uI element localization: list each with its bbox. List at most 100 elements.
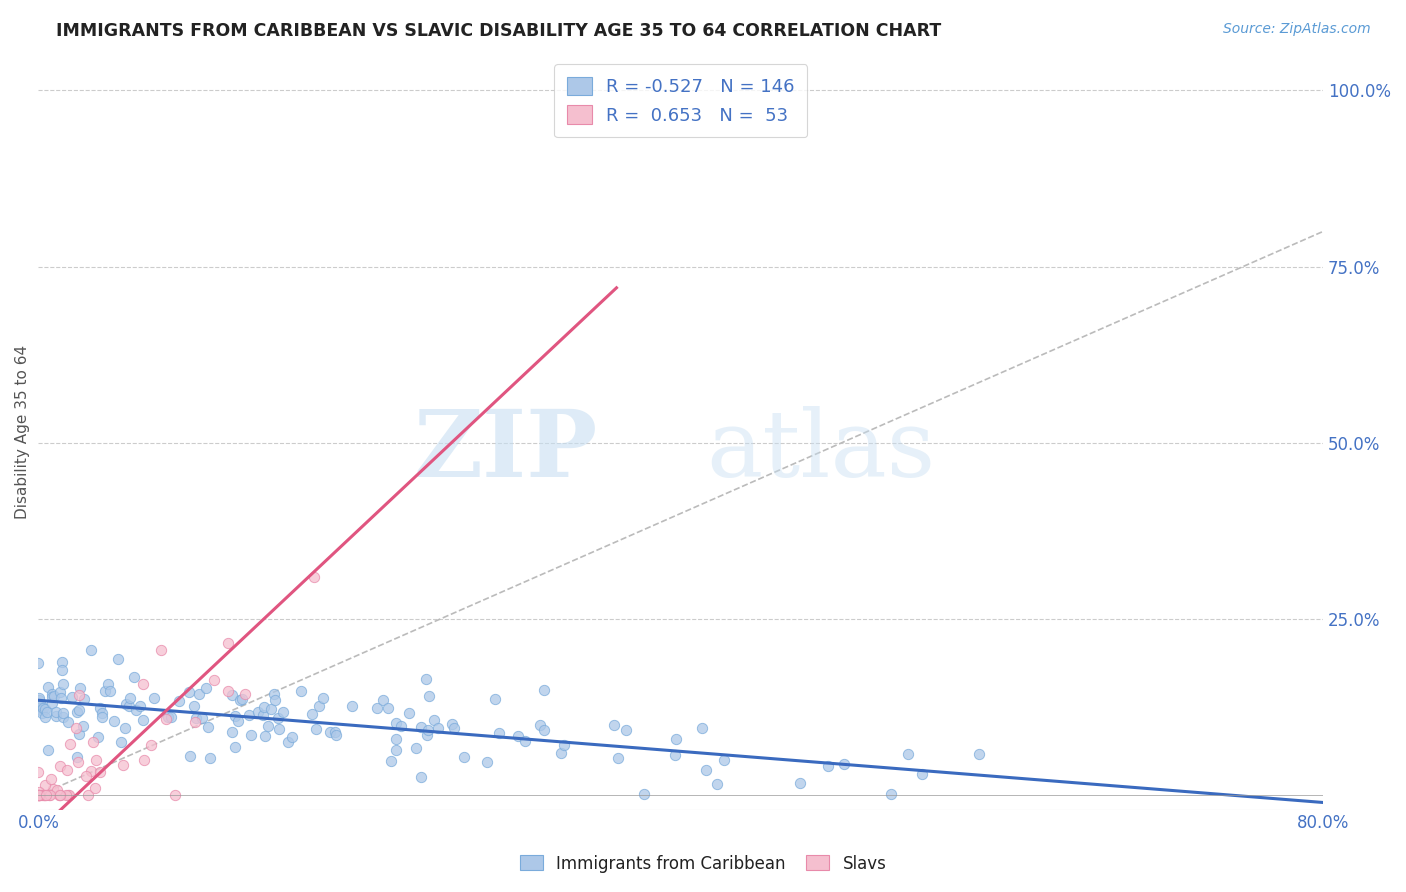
Point (312, 690, 335, 705)
Point (45, 705, 67, 719)
Point (267, 722, 290, 736)
Point (27, 788, 49, 802)
Point (325, 728, 347, 742)
Point (253, 700, 276, 714)
Point (277, 734, 299, 748)
Point (817, 759, 839, 773)
Point (238, 708, 260, 723)
Point (366, 701, 388, 715)
Point (664, 748, 686, 763)
Point (508, 730, 530, 744)
Point (380, 754, 402, 768)
Point (27, 656, 49, 670)
Point (221, 688, 243, 702)
Point (384, 716, 406, 731)
Point (186, 711, 208, 725)
Point (51, 663, 73, 677)
Point (82, 735, 104, 749)
Point (59, 737, 82, 751)
Point (224, 708, 246, 723)
Point (690, 721, 713, 735)
Point (665, 731, 688, 746)
Point (253, 729, 276, 743)
Point (202, 673, 225, 688)
Point (125, 703, 148, 717)
Point (415, 672, 437, 686)
Point (301, 707, 323, 722)
Point (789, 776, 811, 790)
Point (67, 756, 90, 770)
Point (233, 687, 256, 701)
Point (706, 777, 728, 791)
Point (389, 719, 412, 733)
Point (28, 785, 51, 799)
Point (405, 740, 427, 755)
Point (184, 714, 207, 729)
Point (290, 684, 312, 698)
Point (60, 690, 83, 705)
Point (264, 693, 287, 707)
Point (440, 717, 463, 731)
Point (39, 772, 62, 786)
Point (221, 725, 243, 739)
Legend: Immigrants from Caribbean, Slavs: Immigrants from Caribbean, Slavs (513, 848, 893, 880)
Point (55, 788, 77, 802)
Text: atlas: atlas (706, 406, 935, 496)
Point (371, 693, 394, 707)
Point (49, 684, 72, 698)
Point (247, 705, 270, 719)
Point (34, 702, 56, 716)
Point (239, 728, 262, 742)
Point (273, 705, 295, 719)
Point (217, 636, 239, 650)
Text: Source: ZipAtlas.com: Source: ZipAtlas.com (1223, 22, 1371, 37)
Point (98, 683, 121, 698)
Point (31, 788, 53, 802)
Point (84, 753, 107, 767)
Point (149, 642, 172, 657)
Point (131, 677, 153, 691)
Legend: R = -0.527   N = 146, R =  0.653   N =  53: R = -0.527 N = 146, R = 0.653 N = 53 (554, 64, 807, 137)
Point (305, 723, 328, 737)
Point (48, 788, 70, 802)
Point (226, 714, 249, 728)
Point (529, 718, 551, 732)
Point (76, 788, 98, 802)
Point (342, 699, 364, 714)
Point (30, 702, 52, 716)
Point (319, 725, 342, 739)
Point (27, 788, 49, 802)
Point (67, 702, 90, 716)
Point (56, 788, 79, 802)
Point (114, 721, 136, 735)
Point (553, 738, 575, 752)
Point (190, 711, 212, 725)
Point (30, 700, 52, 714)
Point (34, 788, 56, 802)
Point (49, 759, 72, 773)
Point (51, 655, 73, 669)
Point (160, 710, 183, 724)
Point (28, 692, 51, 706)
Point (229, 693, 252, 707)
Point (38, 788, 60, 802)
Point (97, 677, 120, 691)
Point (75, 769, 97, 783)
Point (52, 710, 75, 724)
Point (426, 721, 449, 735)
Point (52, 706, 75, 721)
Point (27, 788, 49, 802)
Point (89, 701, 111, 715)
Text: ZIP: ZIP (413, 406, 598, 496)
Point (198, 751, 221, 765)
Point (41, 696, 63, 710)
Point (112, 757, 135, 772)
Point (477, 756, 499, 770)
Y-axis label: Disability Age 35 to 64: Disability Age 35 to 64 (15, 345, 30, 519)
Point (183, 698, 205, 713)
Point (115, 697, 138, 711)
Point (323, 725, 346, 739)
Point (37, 681, 59, 695)
Point (30, 698, 52, 713)
Point (84, 781, 107, 796)
